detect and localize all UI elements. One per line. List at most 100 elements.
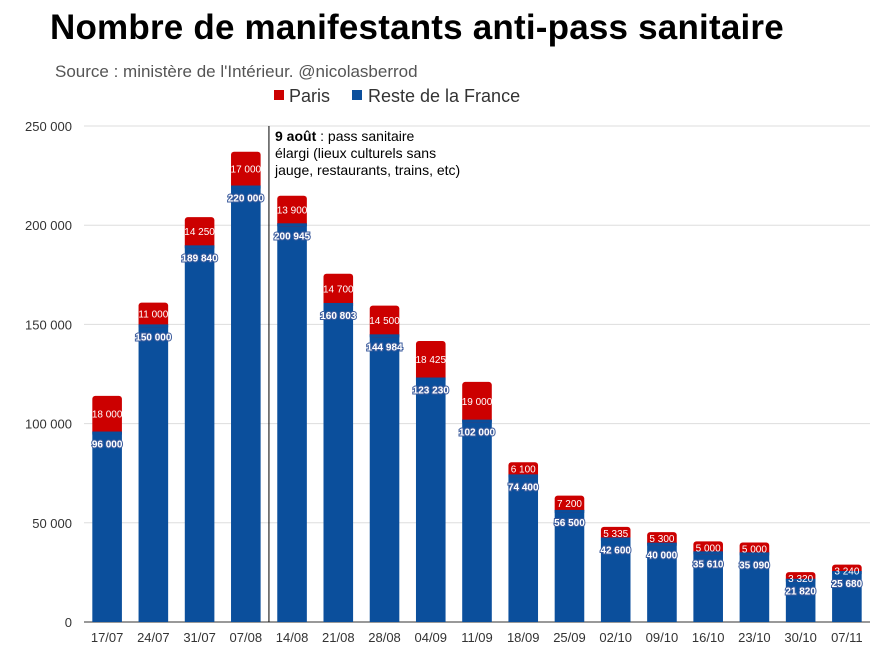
data-label-paris: 11 000 (138, 309, 168, 320)
data-label-reste: 74 400 (508, 482, 539, 493)
y-tick-label: 200 000 (25, 218, 72, 233)
bar-reste-07-08 (231, 185, 261, 622)
bar-paris-09-10 (647, 532, 677, 546)
x-tick-label: 16/10 (692, 630, 725, 645)
y-tick-label: 0 (65, 615, 72, 630)
data-label-reste: 40 000 (647, 551, 678, 562)
bar-reste-edge (739, 552, 770, 556)
bar-reste-18-09 (508, 474, 539, 622)
data-label-paris: 18 000 (92, 410, 123, 421)
chart-subtitle: Source : ministère de l'Intérieur. @nico… (55, 62, 418, 81)
y-tick-label: 100 000 (25, 417, 72, 432)
bar-reste-edge (647, 542, 677, 546)
data-label-reste: 56 500 (554, 518, 585, 529)
bar-reste-02-10 (600, 537, 631, 622)
bar-paris-23-10 (739, 542, 770, 556)
x-tick-label: 02/10 (599, 630, 632, 645)
bar-reste-16-10 (693, 551, 723, 622)
x-tick-label: 04/09 (414, 630, 447, 645)
data-label-reste: 21 820 (785, 587, 816, 598)
data-label-paris: 6 100 (511, 464, 536, 475)
bar-paris-17-07 (92, 395, 122, 435)
x-tick-label: 23/10 (738, 630, 771, 645)
data-label-paris: 14 250 (184, 227, 215, 238)
bar-reste-28-08 (369, 334, 400, 622)
bar-reste-edge (693, 551, 723, 555)
legend-label-paris: Paris (289, 86, 330, 106)
bar-paris-02-10 (600, 526, 631, 541)
pass-sanitaire-annotation: 9 août : pass sanitaire élargi (lieux cu… (275, 128, 460, 179)
bar-reste-edge (323, 302, 354, 306)
bar-reste-07-11 (832, 571, 862, 622)
bar-reste-14-08 (277, 223, 307, 622)
legend-swatch-reste (352, 90, 362, 100)
x-tick-label: 30/10 (784, 630, 817, 645)
x-tick-label: 24/07 (137, 630, 170, 645)
bar-paris-31-07 (184, 217, 215, 249)
bar-reste-edge (554, 509, 585, 513)
legend-label-reste: Reste de la France (368, 86, 520, 106)
bar-reste-21-08 (323, 302, 354, 622)
bar-reste-09-10 (647, 542, 677, 622)
bar-paris-18-09 (508, 462, 539, 478)
data-label-paris: 7 200 (557, 499, 582, 510)
bar-reste-31-07 (184, 245, 215, 623)
data-label-reste: 200 945 (274, 231, 311, 242)
data-label-paris: 5 000 (742, 544, 767, 555)
bar-paris-11-09 (462, 381, 492, 423)
bar-reste-edge (277, 223, 307, 227)
x-tick-label: 07/08 (230, 630, 263, 645)
x-tick-label: 11/09 (461, 630, 493, 645)
x-tick-label: 25/09 (553, 630, 586, 645)
data-label-reste: 96 000 (92, 440, 123, 451)
bar-reste-edge (92, 431, 122, 435)
data-label-reste: 42 600 (600, 545, 631, 556)
bar-paris-28-08 (369, 305, 400, 338)
annotation-line-1: : pass sanitaire (316, 128, 415, 144)
bar-reste-edge (231, 185, 261, 189)
x-tick-label: 09/10 (646, 630, 679, 645)
x-tick-label: 31/07 (183, 630, 216, 645)
bar-reste-edge (785, 578, 816, 582)
bar-paris-07-08 (231, 151, 261, 189)
bar-reste-30-10 (785, 578, 816, 622)
bar-reste-23-10 (739, 552, 770, 622)
annotation-line-3: jauge, restaurants, trains, etc) (275, 162, 461, 178)
bar-reste-edge (508, 474, 539, 478)
data-label-reste: 160 803 (320, 311, 357, 322)
bar-reste-25-09 (554, 509, 585, 622)
chart-title: Nombre de manifestants anti-pass sanitai… (50, 8, 784, 47)
data-label-reste: 220 000 (228, 194, 265, 205)
bar-reste-edge (184, 245, 215, 249)
annotation-line-2: élargi (lieux culturels sans (275, 145, 437, 161)
bar-paris-14-08 (277, 195, 307, 227)
x-tick-label: 21/08 (322, 630, 355, 645)
bar-reste-17-07 (92, 431, 122, 622)
data-label-reste: 150 000 (135, 332, 172, 343)
data-label-paris: 5 335 (603, 529, 628, 540)
data-label-paris: 17 000 (231, 165, 262, 176)
bar-reste-edge (462, 419, 492, 423)
data-label-paris: 19 000 (462, 397, 493, 408)
data-label-reste: 123 230 (413, 386, 450, 397)
annotation-date: 9 août (275, 128, 317, 144)
bar-reste-24-07 (138, 324, 169, 622)
data-label-paris: 3 240 (834, 567, 859, 578)
bar-paris-25-09 (554, 495, 585, 513)
bar-reste-04-09 (415, 377, 446, 622)
legend-swatch-paris (274, 90, 284, 100)
bar-reste-11-09 (462, 419, 492, 622)
bar-paris-04-09 (415, 340, 446, 381)
data-label-paris: 3 320 (788, 574, 813, 585)
data-label-paris: 14 500 (369, 316, 400, 327)
data-label-paris: 14 700 (323, 284, 354, 295)
bar-reste-edge (369, 334, 400, 338)
x-tick-label: 28/08 (368, 630, 401, 645)
bar-reste-edge (138, 324, 169, 328)
bar-paris-21-08 (323, 273, 354, 306)
bar-reste-edge (415, 377, 446, 381)
y-tick-label: 50 000 (32, 516, 72, 531)
data-label-paris: 5 300 (649, 534, 674, 545)
data-label-reste: 35 610 (693, 559, 724, 570)
